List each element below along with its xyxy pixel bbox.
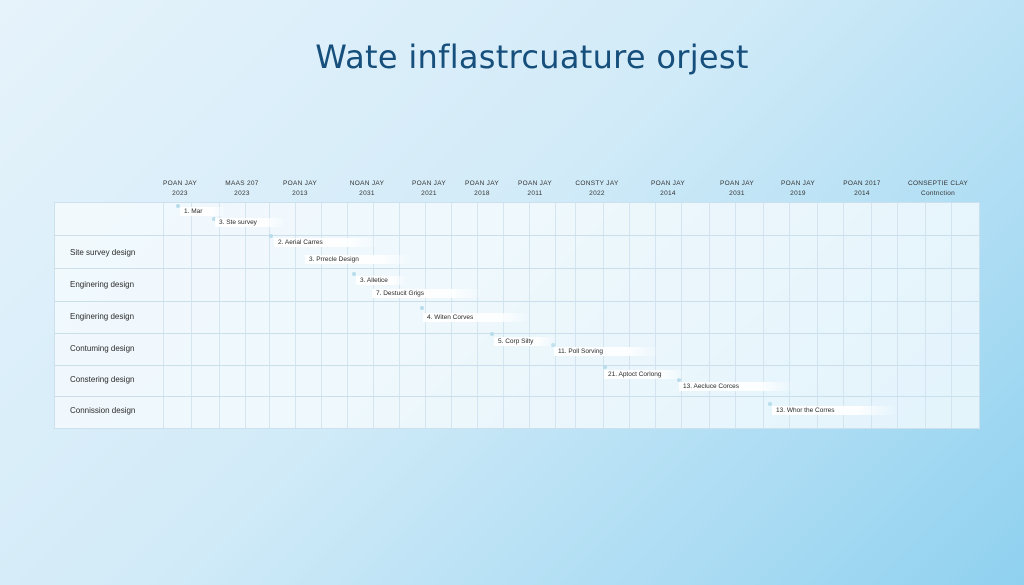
column-header-year: 2022 bbox=[589, 189, 605, 197]
row-label: Contuming design bbox=[70, 344, 135, 353]
column-header: NOAN JAY 2031 bbox=[327, 179, 407, 198]
column-header-year: 2011 bbox=[527, 189, 543, 197]
column-divider bbox=[575, 203, 576, 428]
row-label: Connission design bbox=[70, 406, 136, 415]
task-bar[interactable]: 2. Aerial Carres bbox=[274, 238, 380, 247]
task-marker bbox=[176, 204, 180, 208]
column-header: MAAS 207 2023 bbox=[202, 179, 282, 198]
column-header-year: 2014 bbox=[854, 189, 870, 197]
column-divider bbox=[655, 203, 656, 428]
column-divider bbox=[555, 203, 556, 428]
row-label: Enginering design bbox=[70, 312, 135, 321]
task-bar[interactable]: 3. Ste survey bbox=[215, 218, 287, 227]
task-bar[interactable]: 13. Whor the Corres bbox=[772, 406, 896, 415]
column-header-period: POAN JAY bbox=[780, 180, 816, 187]
task-marker bbox=[677, 378, 681, 382]
column-header-period: CONSEPTIE CLAY bbox=[907, 180, 969, 187]
column-divider bbox=[789, 203, 790, 428]
column-divider bbox=[629, 203, 630, 428]
column-header-period: POAN JAY bbox=[719, 180, 755, 187]
task-bar[interactable]: 3. Prrecle Design bbox=[305, 255, 413, 264]
task-marker bbox=[768, 402, 772, 406]
column-divider bbox=[163, 203, 164, 428]
column-header-year: 2013 bbox=[292, 189, 308, 197]
column-divider bbox=[817, 203, 818, 428]
column-divider bbox=[897, 203, 898, 428]
column-header-year: 2021 bbox=[421, 189, 437, 197]
column-divider bbox=[603, 203, 604, 428]
column-header-period: POAN JAY bbox=[464, 180, 500, 187]
column-header: CONSTY JAY 2022 bbox=[557, 179, 637, 198]
column-header-period: NOAN JAY bbox=[349, 180, 385, 187]
task-marker bbox=[420, 306, 424, 310]
column-header-year: 2023 bbox=[234, 189, 250, 197]
column-header-period: POAN JAY bbox=[162, 180, 198, 187]
task-marker bbox=[352, 272, 356, 276]
column-header-year: 2018 bbox=[474, 189, 490, 197]
column-header: POAN JAY 2013 bbox=[260, 179, 340, 198]
task-bar[interactable]: 11. Poll Sorving bbox=[554, 347, 660, 356]
column-divider bbox=[219, 203, 220, 428]
column-divider bbox=[709, 203, 710, 428]
column-header: POAN JAY 2018 bbox=[442, 179, 522, 198]
column-header-year: 2031 bbox=[729, 189, 745, 197]
column-header-period: POAN JAY bbox=[517, 180, 553, 187]
column-header-year: 2014 bbox=[660, 189, 676, 197]
column-header-period: POAN 2017 bbox=[843, 180, 881, 187]
column-divider bbox=[763, 203, 764, 428]
column-divider bbox=[951, 203, 952, 428]
column-divider bbox=[871, 203, 872, 428]
page-title: Wate inflastrcuature orjest bbox=[315, 38, 749, 76]
column-divider bbox=[373, 203, 374, 428]
row-label: Site survey design bbox=[70, 248, 136, 257]
task-bar[interactable]: 1. Mar bbox=[180, 207, 226, 216]
column-header-year: 2031 bbox=[359, 189, 375, 197]
row-divider bbox=[55, 365, 979, 366]
column-header: POAN JAY 2019 bbox=[758, 179, 838, 198]
column-divider bbox=[843, 203, 844, 428]
column-divider bbox=[681, 203, 682, 428]
column-divider bbox=[735, 203, 736, 428]
task-bar[interactable]: 4. Witen Corves bbox=[423, 313, 531, 322]
row-label: Constering design bbox=[70, 375, 135, 384]
task-bar[interactable]: 21. Aptoct Corlong bbox=[604, 370, 686, 379]
column-divider bbox=[399, 203, 400, 428]
task-marker bbox=[269, 234, 273, 238]
row-divider bbox=[55, 396, 979, 397]
row-divider bbox=[55, 268, 979, 269]
column-header-year: Contnction bbox=[920, 189, 956, 197]
row-label: Enginering design bbox=[70, 280, 135, 289]
column-divider bbox=[925, 203, 926, 428]
column-header-period: MAAS 207 bbox=[225, 180, 259, 187]
task-bar[interactable]: 7. Destucit Grigs bbox=[372, 289, 484, 298]
column-header: POAN JAY 2014 bbox=[628, 179, 708, 198]
column-divider bbox=[269, 203, 270, 428]
task-marker bbox=[490, 332, 494, 336]
column-divider bbox=[295, 203, 296, 428]
column-header: POAN 2017 2014 bbox=[822, 179, 902, 198]
task-bar[interactable]: 5. Corp Silty bbox=[494, 337, 556, 346]
column-divider bbox=[347, 203, 348, 428]
column-header-period: POAN JAY bbox=[282, 180, 318, 187]
column-header: POAN JAY 2031 bbox=[697, 179, 777, 198]
row-divider bbox=[55, 235, 979, 236]
column-header: POAN JAY 2011 bbox=[495, 179, 575, 198]
column-header: POAN JAY 2021 bbox=[389, 179, 469, 198]
column-header: POAN JAY 2023 bbox=[140, 179, 220, 198]
column-header-period: POAN JAY bbox=[411, 180, 447, 187]
task-marker bbox=[603, 365, 607, 369]
row-divider bbox=[55, 301, 979, 302]
task-bar[interactable]: 3. Alletice bbox=[356, 276, 408, 285]
column-header-period: POAN JAY bbox=[650, 180, 686, 187]
row-divider bbox=[55, 333, 979, 334]
task-bar[interactable]: 13. Aecluce Corces bbox=[679, 382, 795, 391]
task-marker bbox=[212, 217, 216, 221]
column-header-year: 2019 bbox=[790, 189, 806, 197]
column-divider bbox=[191, 203, 192, 428]
column-header-year: 2023 bbox=[172, 189, 188, 197]
column-header-period: CONSTY JAY bbox=[575, 180, 619, 187]
column-divider bbox=[321, 203, 322, 428]
column-divider bbox=[245, 203, 246, 428]
column-header: CONSEPTIE CLAY Contnction bbox=[898, 179, 978, 198]
